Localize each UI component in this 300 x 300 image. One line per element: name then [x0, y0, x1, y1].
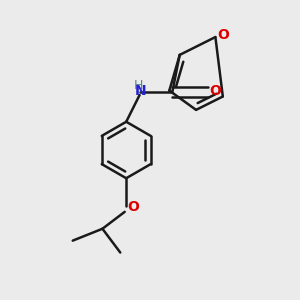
Text: O: O — [209, 84, 221, 98]
Text: O: O — [128, 200, 140, 214]
Text: H: H — [134, 79, 143, 92]
Text: O: O — [217, 28, 229, 42]
Text: N: N — [135, 84, 146, 98]
